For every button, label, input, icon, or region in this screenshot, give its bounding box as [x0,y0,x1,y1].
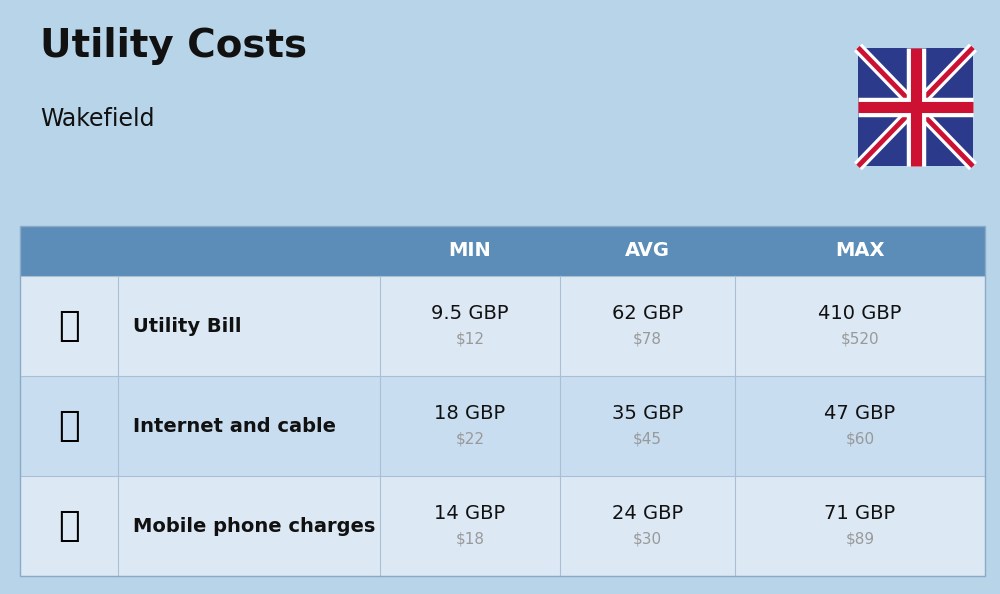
Text: $22: $22 [456,432,485,447]
Text: $12: $12 [456,331,485,347]
Text: Utility Costs: Utility Costs [40,27,307,65]
Text: $60: $60 [845,432,875,447]
Text: $45: $45 [633,432,662,447]
Text: $520: $520 [841,331,879,347]
Text: $89: $89 [845,532,875,546]
Text: 410 GBP: 410 GBP [818,304,902,323]
Text: 47 GBP: 47 GBP [824,404,896,423]
Text: Mobile phone charges: Mobile phone charges [133,517,375,536]
Text: $30: $30 [633,532,662,546]
Text: 9.5 GBP: 9.5 GBP [431,304,509,323]
Text: 62 GBP: 62 GBP [612,304,683,323]
Text: 35 GBP: 35 GBP [612,404,683,423]
Text: AVG: AVG [625,242,670,260]
Text: 📡: 📡 [58,409,80,443]
Text: 18 GBP: 18 GBP [434,404,506,423]
Text: $18: $18 [456,532,485,546]
Text: $78: $78 [633,331,662,347]
Text: 🔧: 🔧 [58,309,80,343]
Text: Internet and cable: Internet and cable [133,417,336,435]
Bar [20,226,985,276]
Bar [20,276,985,376]
Text: MIN: MIN [449,242,491,260]
Text: Utility Bill: Utility Bill [133,317,242,336]
Text: 14 GBP: 14 GBP [434,504,506,523]
Text: Wakefield: Wakefield [40,107,154,131]
Text: 71 GBP: 71 GBP [824,504,896,523]
Text: 📱: 📱 [58,509,80,543]
Bar [858,48,973,166]
Bar [20,376,985,476]
Text: MAX: MAX [835,242,885,260]
Bar [20,476,985,576]
Bar [20,226,985,576]
Text: 24 GBP: 24 GBP [612,504,683,523]
